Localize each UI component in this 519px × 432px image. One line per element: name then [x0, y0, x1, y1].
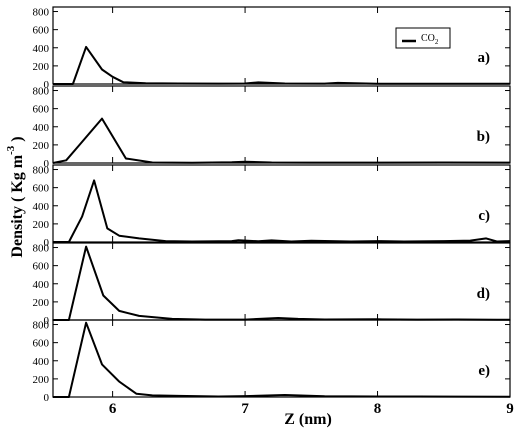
y-tick-label: 0 — [44, 392, 50, 404]
panel-label: b) — [477, 129, 490, 145]
y-tick-label: 200 — [33, 374, 50, 386]
panel-label: d) — [477, 286, 490, 302]
x-tick-label: 7 — [241, 401, 249, 417]
y-tick-label: 600 — [33, 104, 50, 116]
y-tick-label: 0 — [44, 158, 50, 170]
y-tick-label: 200 — [33, 61, 50, 73]
panel-frame — [52, 242, 511, 321]
panel-3: 0 200 400 600 800 c) — [33, 164, 511, 249]
panel-frame — [52, 164, 511, 243]
panel-label: e) — [478, 363, 490, 379]
y-tick-label: 800 — [33, 7, 50, 19]
y-tick-label: 800 — [33, 320, 50, 332]
y-tick-label: 200 — [33, 297, 50, 309]
panel-2: 0 200 400 600 800 b) — [33, 85, 511, 170]
x-tick-label: 8 — [374, 401, 382, 417]
y-tick-label: 200 — [33, 140, 50, 152]
y-tick-label: 400 — [33, 356, 50, 368]
y-tick-label: 400 — [33, 43, 50, 55]
x-axis-title: Z (nm) — [284, 411, 332, 428]
x-tick-labels: 6 7 8 9 — [109, 401, 514, 417]
y-tick-label: 400 — [33, 279, 50, 291]
x-tick-label: 6 — [109, 401, 117, 417]
panel-frame — [52, 319, 511, 398]
panel-5: 0 200 400 600 800 e) — [33, 319, 511, 404]
panel-1: 0 200 400 600 800 a) — [33, 6, 511, 91]
y-axis-title: Density ( Kg m-3) — [5, 136, 26, 257]
panel-4: 0 200 400 600 800 d) — [33, 242, 511, 327]
y-tick-label: 600 — [33, 338, 50, 350]
y-tick-label: 400 — [33, 122, 50, 134]
panel-label: c) — [478, 208, 490, 224]
y-tick-label: 800 — [33, 165, 50, 177]
density-line-5 — [53, 321, 511, 398]
legend: CO2 — [395, 27, 451, 49]
panel-label: a) — [478, 50, 491, 66]
density-line-1 — [53, 45, 511, 85]
y-tick-label: 400 — [33, 201, 50, 213]
y-tick-label: 600 — [33, 183, 50, 195]
density-line-3 — [53, 179, 511, 243]
x-tick-label: 9 — [506, 401, 514, 417]
y-tick-label: 800 — [33, 243, 50, 255]
panels-group: 0 200 400 600 800 a) 0 200 400 600 800 b) 0 200 400 600… — [33, 6, 511, 404]
legend-label: CO2 — [421, 33, 439, 46]
legend-box — [395, 27, 451, 49]
density-line-4 — [53, 245, 510, 321]
y-tick-label: 0 — [44, 315, 50, 327]
y-tick-label: 200 — [33, 219, 50, 231]
y-tick-label: 0 — [44, 79, 50, 91]
y-tick-label: 800 — [33, 86, 50, 98]
y-tick-label: 600 — [33, 261, 50, 273]
density-line-2 — [52, 117, 511, 164]
y-tick-label: 0 — [44, 237, 50, 249]
y-tick-label: 600 — [33, 25, 50, 37]
